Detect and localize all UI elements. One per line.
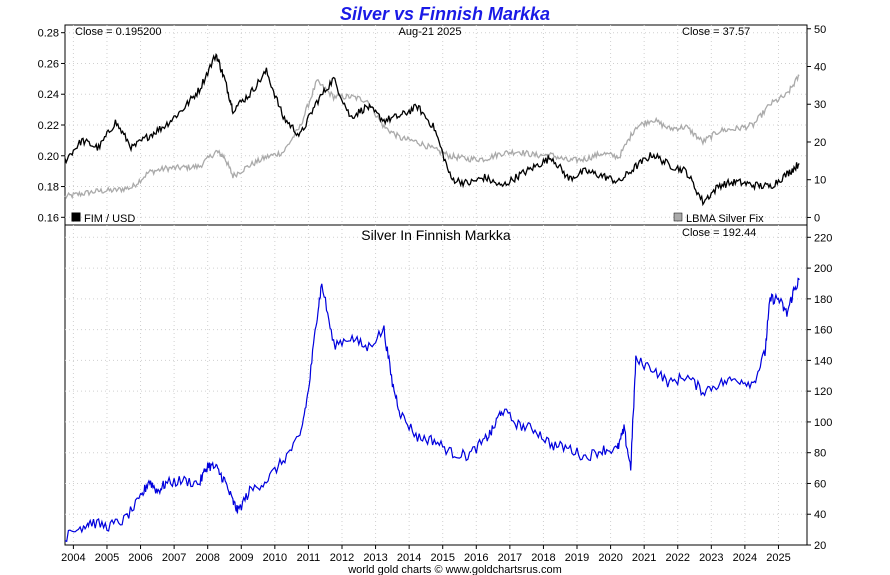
bottom-right-tick-label: 140 <box>814 355 832 367</box>
bottom-right-tick-label: 120 <box>814 386 832 398</box>
footer-credit: world gold charts © www.goldchartsrus.co… <box>347 564 562 575</box>
x-tick-label: 2018 <box>531 552 555 564</box>
right-tick-label: 10 <box>814 175 826 187</box>
right-tick-label: 30 <box>814 99 826 111</box>
bottom-right-tick-label: 180 <box>814 294 832 306</box>
series-layer <box>64 52 800 543</box>
series-line-silver-fix <box>64 74 800 200</box>
x-tick-label: 2017 <box>498 552 522 564</box>
fim-close-label: Close = 0.195200 <box>75 26 162 38</box>
x-tick-label: 2021 <box>632 552 656 564</box>
right-tick-label: 50 <box>814 24 826 36</box>
x-tick-label: 2016 <box>464 552 488 564</box>
left-tick-label: 0.20 <box>38 151 59 163</box>
x-tick-label: 2025 <box>766 552 790 564</box>
x-tick-label: 2009 <box>229 552 253 564</box>
date-label: Aug-21 2025 <box>399 26 462 38</box>
chart-title: Silver vs Finnish Markka <box>340 4 550 24</box>
right-tick-label: 40 <box>814 62 826 74</box>
bottom-right-tick-label: 20 <box>814 540 826 552</box>
left-tick-label: 0.24 <box>38 89 59 101</box>
left-tick-label: 0.16 <box>38 212 59 224</box>
left-tick-label: 0.18 <box>38 182 59 194</box>
x-tick-label: 2023 <box>699 552 723 564</box>
legend-swatch-silver-fix <box>673 212 683 222</box>
bottom-right-tick-label: 80 <box>814 448 826 460</box>
series-line-silver-in-fim <box>64 277 800 543</box>
bottom-panel-frame <box>64 224 808 546</box>
bottom-right-tick-label: 60 <box>814 478 826 490</box>
x-tick-label: 2015 <box>430 552 454 564</box>
x-tick-label: 2013 <box>363 552 387 564</box>
x-tick-label: 2022 <box>665 552 689 564</box>
right-tick-label: 0 <box>814 212 820 224</box>
bottom-right-tick-label: 200 <box>814 263 832 275</box>
left-tick-label: 0.28 <box>38 28 59 40</box>
bottom-right-tick-label: 40 <box>814 509 826 521</box>
x-tick-label: 2008 <box>195 552 219 564</box>
x-tick-label: 2012 <box>330 552 354 564</box>
silver-fim-close-label: Close = 192.44 <box>682 227 756 239</box>
x-tick-label: 2011 <box>297 552 321 564</box>
series-line-fim-usd <box>64 52 800 207</box>
silver-close-label: Close = 37.57 <box>682 26 750 38</box>
left-tick-label: 0.26 <box>38 58 59 70</box>
x-tick-label: 2007 <box>162 552 186 564</box>
x-tick-label: 2024 <box>733 552 757 564</box>
x-tick-label: 2006 <box>128 552 152 564</box>
x-tick-label: 2014 <box>397 552 421 564</box>
legend-label-fim: FIM / USD <box>84 213 135 225</box>
bottom-right-tick-label: 220 <box>814 232 832 244</box>
bottom-right-tick-label: 100 <box>814 417 832 429</box>
x-tick-label: 2010 <box>263 552 287 564</box>
bottom-right-tick-label: 160 <box>814 325 832 337</box>
x-tick-label: 2005 <box>95 552 119 564</box>
top-panel-frame <box>64 24 808 226</box>
x-tick-label: 2020 <box>598 552 622 564</box>
x-tick-label: 2019 <box>565 552 589 564</box>
legend-swatch-fim <box>71 212 81 222</box>
axis-layer: 0.16 0.18 0.20 0.22 0.24 0.26 0.28 0 10 20 30 40 50 2… <box>38 24 833 564</box>
right-tick-label: 20 <box>814 137 826 149</box>
top-gridlines <box>65 25 807 225</box>
panel-subtitle: Silver In Finnish Markka <box>361 227 511 243</box>
x-tick-label: 2004 <box>61 552 85 564</box>
legend-label-silver-fix: LBMA Silver Fix <box>686 213 764 225</box>
left-tick-label: 0.22 <box>38 120 59 132</box>
